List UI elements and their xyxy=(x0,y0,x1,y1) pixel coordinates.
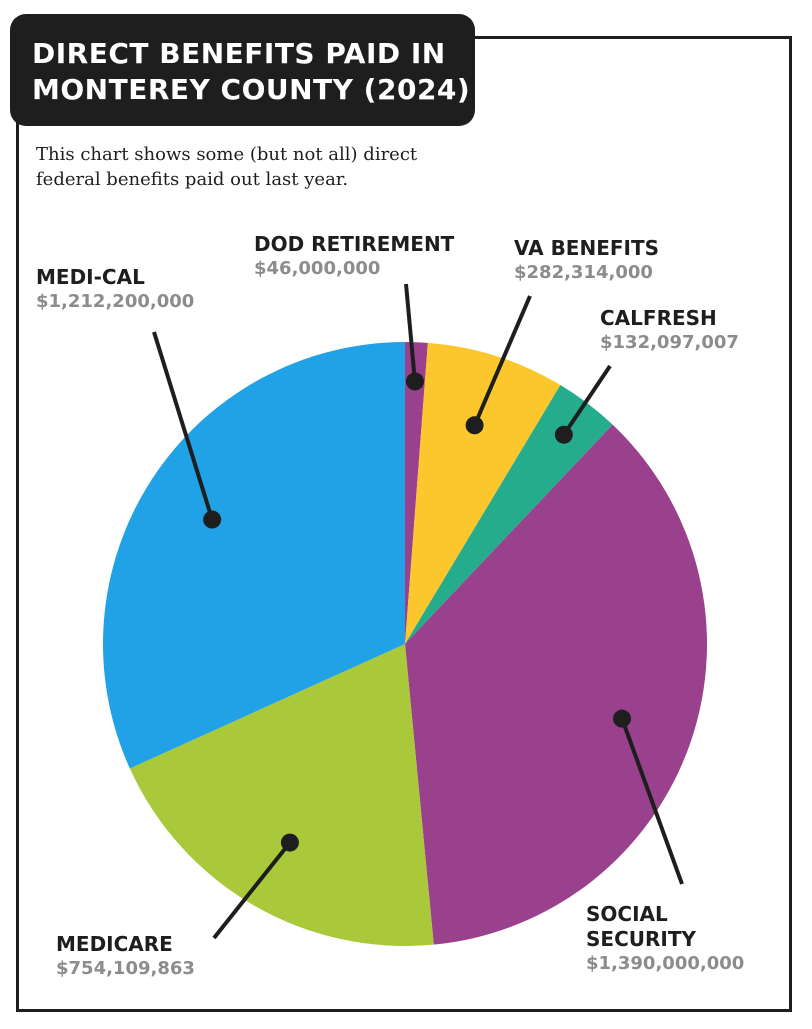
title-line-2: MONTEREY COUNTY (2024) xyxy=(32,73,471,106)
leader-line-social-security xyxy=(620,717,684,885)
slice-name-va-benefits: VA BENEFITS xyxy=(514,236,660,260)
pie-slice-social-security xyxy=(405,424,707,945)
subtitle-line-1: This chart shows some (but not all) dire… xyxy=(36,144,418,165)
label-social-security: SOCIAL SECURITY $1,390,000,000 xyxy=(586,902,744,976)
slice-value-va-benefits: $282,314,000 xyxy=(514,262,653,283)
leader-dot-dod-retirement xyxy=(405,372,424,391)
leader-dot-medi-cal xyxy=(203,510,222,529)
slice-name-medicare: MEDICARE xyxy=(56,932,173,956)
leader-dot-va-benefits xyxy=(465,416,484,435)
slice-value-medicare: $754,109,863 xyxy=(56,958,195,979)
label-calfresh: CALFRESH $132,097,007 xyxy=(600,306,739,355)
chart-subtitle: This chart shows some (but not all) dire… xyxy=(36,142,476,192)
label-medi-cal: MEDI-CAL $1,212,200,000 xyxy=(36,265,194,314)
slice-name-social-security-1: SOCIAL xyxy=(586,902,668,926)
pie-slice-dod-retirement xyxy=(405,342,428,644)
pie-slice-va-benefits xyxy=(405,342,561,644)
pie-slice-medicare xyxy=(129,644,434,946)
leader-line-dod-retirement xyxy=(404,283,417,382)
leader-line-medi-cal xyxy=(152,331,215,521)
pie-slice-calfresh xyxy=(405,385,613,644)
slice-value-social-security: $1,390,000,000 xyxy=(586,953,745,974)
leader-dot-medicare xyxy=(280,833,299,852)
label-medicare: MEDICARE $754,109,863 xyxy=(56,932,195,981)
leader-line-calfresh xyxy=(562,364,612,436)
title-line-1: DIRECT BENEFITS PAID IN xyxy=(32,37,446,70)
slice-name-calfresh: CALFRESH xyxy=(600,306,717,330)
leader-line-va-benefits xyxy=(472,295,532,427)
title-box: DIRECT BENEFITS PAID IN MONTEREY COUNTY … xyxy=(10,14,475,126)
leader-dot-calfresh xyxy=(554,425,573,444)
slice-name-social-security-2: SECURITY xyxy=(586,927,696,951)
subtitle-line-2: federal benefits paid out last year. xyxy=(36,169,349,190)
leader-line-medicare xyxy=(212,841,292,940)
slice-value-calfresh: $132,097,007 xyxy=(600,332,739,353)
slice-value-dod-retirement: $46,000,000 xyxy=(254,258,381,279)
pie-slice-medi-cal xyxy=(102,342,405,769)
label-dod-retirement: DOD RETIREMENT $46,000,000 xyxy=(254,232,454,281)
label-va-benefits: VA BENEFITS $282,314,000 xyxy=(514,236,659,285)
slice-name-medi-cal: MEDI-CAL xyxy=(36,265,145,289)
leader-dot-social-security xyxy=(613,709,632,728)
slice-name-dod-retirement: DOD RETIREMENT xyxy=(254,232,455,256)
slice-value-medi-cal: $1,212,200,000 xyxy=(36,291,195,312)
